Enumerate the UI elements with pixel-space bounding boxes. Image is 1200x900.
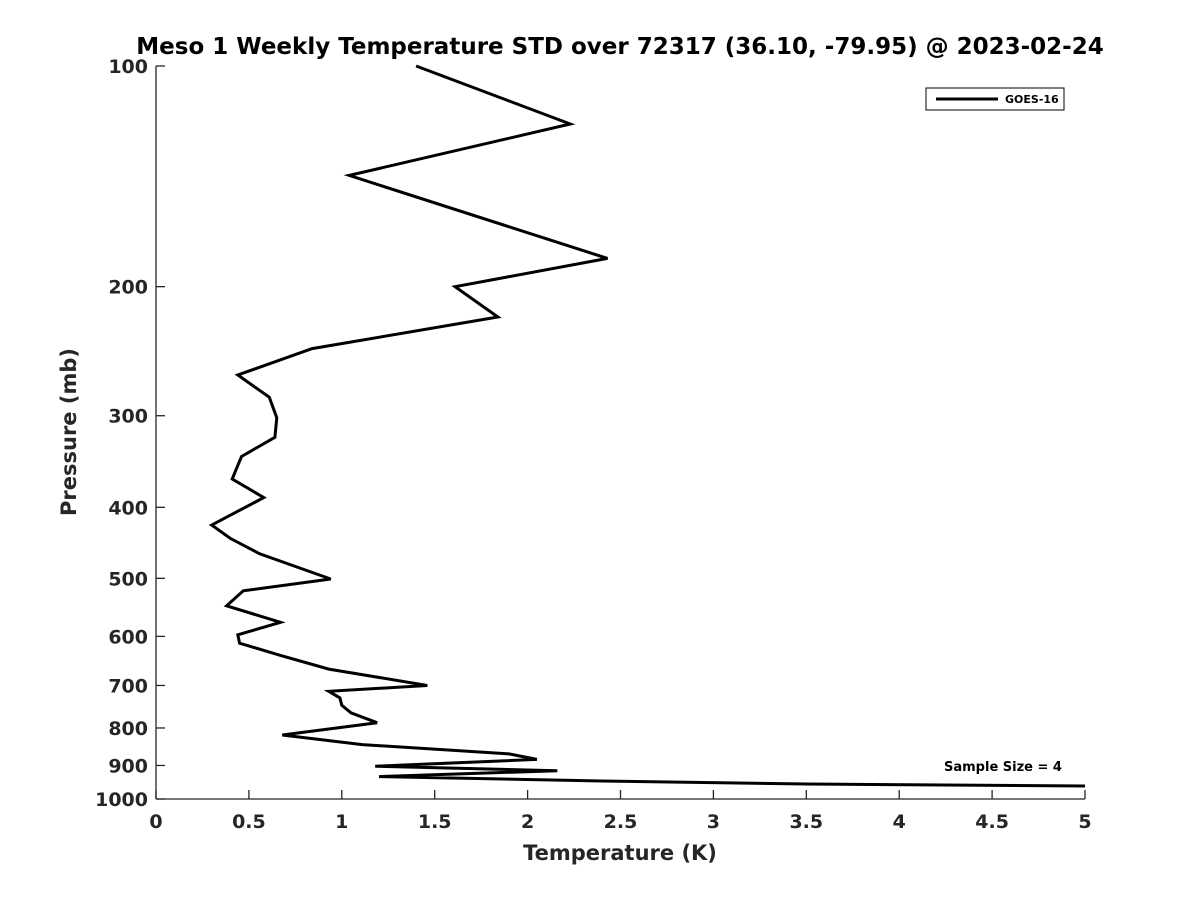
x-tick-label: 0.5 [232, 811, 266, 833]
y-axis-label: Pressure (mb) [57, 348, 81, 516]
x-axis-ticks: 0 0.5 1 1.5 2 2.5 3 3.5 4 4.5 5 [149, 790, 1092, 833]
series-line-goes-16 [208, 64, 1086, 788]
y-tick-label: 200 [108, 277, 148, 299]
x-tick-label: 5 [1078, 811, 1091, 833]
x-tick-label: 2.5 [604, 811, 638, 833]
y-tick-label: 1000 [95, 789, 148, 811]
x-tick-label: 3 [707, 811, 720, 833]
x-tick-label: 1.5 [418, 811, 452, 833]
x-tick-label: 2 [521, 811, 534, 833]
x-tick-label: 4 [893, 811, 906, 833]
x-tick-label: 1 [335, 811, 348, 833]
x-tick-label: 0 [149, 811, 162, 833]
y-axis-ticks: 100 200 300 400 500 600 700 800 900 1000 [95, 56, 165, 811]
x-axis-label: Temperature (K) [523, 841, 717, 865]
y-tick-label: 500 [108, 568, 148, 590]
y-tick-label: 900 [108, 755, 148, 777]
y-tick-label: 400 [108, 497, 148, 519]
y-tick-label: 600 [108, 626, 148, 648]
y-tick-label: 800 [108, 718, 148, 740]
y-tick-label: 700 [108, 675, 148, 697]
legend-label-goes-16: GOES-16 [1005, 93, 1059, 106]
x-tick-label: 3.5 [789, 811, 823, 833]
sample-size-annotation: Sample Size = 4 [944, 760, 1062, 775]
y-tick-label: 100 [108, 56, 148, 78]
chart-title: Meso 1 Weekly Temperature STD over 72317… [136, 34, 1103, 60]
x-tick-label: 4.5 [975, 811, 1009, 833]
legend: GOES-16 [925, 87, 1065, 111]
y-tick-label: 300 [108, 406, 148, 428]
